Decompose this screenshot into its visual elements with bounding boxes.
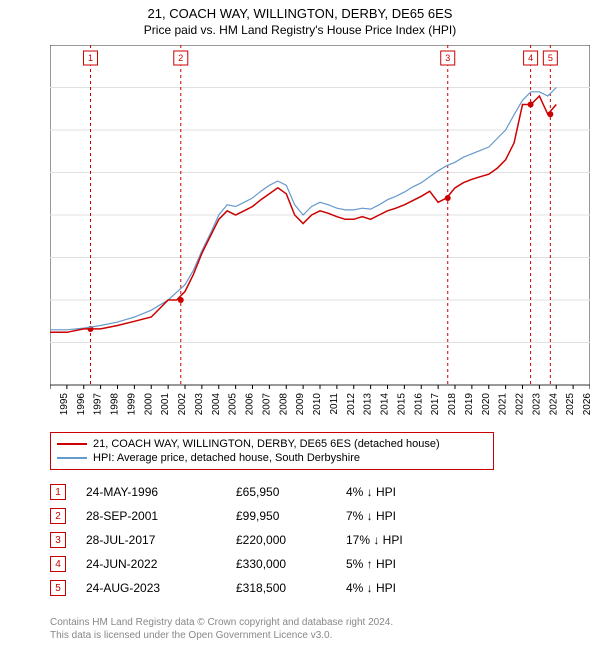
svg-text:3: 3 <box>445 53 450 63</box>
svg-text:2011: 2011 <box>329 393 340 415</box>
event-row-2: 2 28-SEP-2001 £99,950 7% ↓ HPI <box>50 504 466 528</box>
svg-text:2023: 2023 <box>531 393 542 416</box>
svg-text:1996: 1996 <box>76 393 87 416</box>
svg-text:2015: 2015 <box>396 393 407 416</box>
legend-swatch-hpi <box>57 457 87 459</box>
event-marker-3: 3 <box>50 532 66 548</box>
event-price-3: £220,000 <box>236 533 346 547</box>
svg-text:2025: 2025 <box>565 393 576 416</box>
svg-text:2022: 2022 <box>515 393 526 416</box>
svg-text:2026: 2026 <box>582 393 590 416</box>
svg-text:2017: 2017 <box>430 393 441 416</box>
footer-line-1: Contains HM Land Registry data © Crown c… <box>50 616 393 629</box>
svg-text:1999: 1999 <box>126 393 137 416</box>
svg-text:2006: 2006 <box>245 393 256 416</box>
legend-box: 21, COACH WAY, WILLINGTON, DERBY, DE65 6… <box>50 432 494 470</box>
legend-label-property: 21, COACH WAY, WILLINGTON, DERBY, DE65 6… <box>93 438 440 450</box>
svg-text:2019: 2019 <box>464 393 475 416</box>
chart-svg: £0£50K£100K£150K£200K£250K£300K£350K£400… <box>50 45 590 425</box>
svg-text:2020: 2020 <box>481 393 492 416</box>
event-diff-5: 4% ↓ HPI <box>346 581 466 595</box>
event-price-1: £65,950 <box>236 485 346 499</box>
event-date-3: 28-JUL-2017 <box>86 533 236 547</box>
event-marker-2: 2 <box>50 508 66 524</box>
event-price-2: £99,950 <box>236 509 346 523</box>
event-row-1: 1 24-MAY-1996 £65,950 4% ↓ HPI <box>50 480 466 504</box>
footer: Contains HM Land Registry data © Crown c… <box>50 616 393 642</box>
svg-text:2013: 2013 <box>363 393 374 416</box>
svg-text:2024: 2024 <box>548 393 559 416</box>
events-table: 1 24-MAY-1996 £65,950 4% ↓ HPI 2 28-SEP-… <box>50 480 466 600</box>
event-price-5: £318,500 <box>236 581 346 595</box>
chart-title: 21, COACH WAY, WILLINGTON, DERBY, DE65 6… <box>0 0 600 21</box>
chart-container: 21, COACH WAY, WILLINGTON, DERBY, DE65 6… <box>0 0 600 650</box>
event-diff-3: 17% ↓ HPI <box>346 533 466 547</box>
svg-text:2010: 2010 <box>312 393 323 416</box>
footer-line-2: This data is licensed under the Open Gov… <box>50 629 393 642</box>
svg-text:2002: 2002 <box>177 393 188 416</box>
svg-text:1995: 1995 <box>59 393 70 416</box>
svg-text:2001: 2001 <box>160 393 171 416</box>
event-marker-4: 4 <box>50 556 66 572</box>
svg-text:2000: 2000 <box>143 393 154 416</box>
chart-plot-area: £0£50K£100K£150K£200K£250K£300K£350K£400… <box>50 45 590 385</box>
svg-text:2004: 2004 <box>211 393 222 416</box>
event-marker-1: 1 <box>50 484 66 500</box>
svg-text:5: 5 <box>548 53 553 63</box>
svg-text:2005: 2005 <box>228 393 239 416</box>
chart-subtitle: Price paid vs. HM Land Registry's House … <box>0 21 600 37</box>
event-row-5: 5 24-AUG-2023 £318,500 4% ↓ HPI <box>50 576 466 600</box>
svg-text:2: 2 <box>178 53 183 63</box>
event-diff-4: 5% ↑ HPI <box>346 557 466 571</box>
svg-text:2008: 2008 <box>278 393 289 416</box>
event-price-4: £330,000 <box>236 557 346 571</box>
svg-text:2003: 2003 <box>194 393 205 416</box>
legend-row-hpi: HPI: Average price, detached house, Sout… <box>57 451 487 465</box>
svg-text:1998: 1998 <box>110 393 121 416</box>
svg-text:1: 1 <box>88 53 93 63</box>
event-diff-2: 7% ↓ HPI <box>346 509 466 523</box>
svg-text:2014: 2014 <box>380 393 391 416</box>
svg-text:4: 4 <box>528 53 533 63</box>
svg-text:2012: 2012 <box>346 393 357 416</box>
svg-text:2009: 2009 <box>295 393 306 416</box>
legend-row-property: 21, COACH WAY, WILLINGTON, DERBY, DE65 6… <box>57 437 487 451</box>
event-date-5: 24-AUG-2023 <box>86 581 236 595</box>
svg-text:1997: 1997 <box>93 393 104 416</box>
event-diff-1: 4% ↓ HPI <box>346 485 466 499</box>
svg-text:1994: 1994 <box>50 393 53 416</box>
svg-text:2016: 2016 <box>413 393 424 416</box>
event-row-4: 4 24-JUN-2022 £330,000 5% ↑ HPI <box>50 552 466 576</box>
event-date-1: 24-MAY-1996 <box>86 485 236 499</box>
legend-swatch-property <box>57 443 87 445</box>
event-date-2: 28-SEP-2001 <box>86 509 236 523</box>
event-date-4: 24-JUN-2022 <box>86 557 236 571</box>
svg-text:2007: 2007 <box>261 393 272 416</box>
svg-text:2018: 2018 <box>447 393 458 416</box>
legend-label-hpi: HPI: Average price, detached house, Sout… <box>93 452 360 464</box>
event-row-3: 3 28-JUL-2017 £220,000 17% ↓ HPI <box>50 528 466 552</box>
event-marker-5: 5 <box>50 580 66 596</box>
svg-text:2021: 2021 <box>498 393 509 416</box>
